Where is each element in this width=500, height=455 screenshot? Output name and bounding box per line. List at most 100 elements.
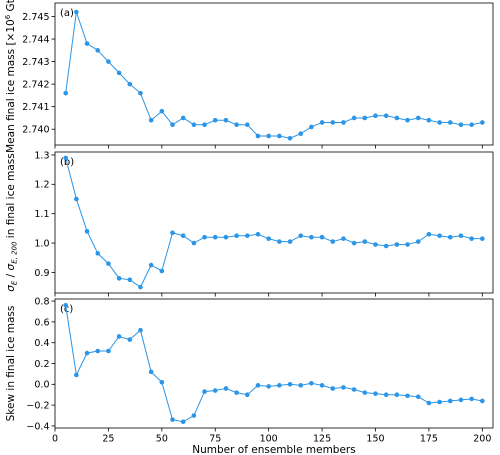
- data-point: [212, 234, 218, 240]
- data-point: [426, 117, 432, 123]
- data-point: [159, 108, 165, 114]
- data-point: [437, 399, 442, 405]
- y-axis-label: Mean final ice mass [×106 Gt]: [4, 0, 17, 153]
- panel-frame: [54, 2, 494, 146]
- y-tick-label: 1.2: [34, 180, 49, 191]
- data-point: [458, 397, 464, 403]
- data-point: [191, 122, 197, 128]
- data-point: [180, 419, 186, 425]
- data-point: [234, 390, 239, 395]
- series-line: [65, 157, 483, 288]
- y-tick-label: 2.742: [22, 80, 49, 91]
- data-point: [351, 240, 357, 246]
- data-point: [298, 383, 304, 388]
- data-point: [148, 117, 154, 123]
- data-point: [84, 229, 90, 234]
- data-point: [373, 113, 378, 118]
- data-point: [127, 277, 133, 283]
- x-tick-label: 25: [102, 434, 114, 445]
- data-point: [341, 236, 346, 241]
- data-point: [95, 251, 101, 256]
- y-tick-label: 0.8: [34, 296, 49, 307]
- data-point: [480, 236, 485, 241]
- x-tick-label: 0: [52, 434, 58, 445]
- data-point: [394, 242, 400, 247]
- data-point: [244, 392, 250, 398]
- data-point: [63, 90, 68, 96]
- data-point: [437, 120, 442, 125]
- data-point: [244, 233, 250, 239]
- data-point: [212, 388, 218, 393]
- data-point: [106, 59, 111, 64]
- data-point: [309, 380, 314, 386]
- y-tick-label: 0.2: [34, 359, 49, 370]
- data-point: [84, 41, 90, 46]
- data-point: [341, 385, 346, 390]
- data-point: [426, 400, 432, 406]
- data-point: [277, 133, 282, 139]
- y-tick-label: 1.3: [34, 150, 49, 161]
- data-point: [138, 284, 143, 290]
- data-point: [127, 337, 133, 342]
- data-point: [148, 262, 154, 268]
- data-point: [458, 122, 464, 128]
- data-point: [170, 417, 175, 422]
- data-point: [298, 131, 304, 137]
- data-point: [63, 302, 68, 308]
- data-point: [426, 231, 432, 237]
- data-point: [74, 9, 79, 15]
- data-point: [405, 242, 410, 247]
- data-point: [266, 236, 271, 241]
- data-point: [480, 120, 485, 125]
- data-point: [405, 117, 410, 123]
- y-tick-label: 2.740: [22, 125, 49, 136]
- series-line: [65, 305, 483, 423]
- data-point: [202, 389, 207, 394]
- y-tick-label: 2.741: [22, 102, 49, 113]
- data-point: [330, 386, 336, 391]
- x-tick-label: 200: [473, 434, 491, 445]
- data-point: [116, 276, 122, 281]
- data-point: [383, 243, 389, 249]
- data-point: [415, 239, 421, 244]
- data-point: [287, 135, 293, 141]
- x-tick-label: 100: [260, 434, 278, 445]
- data-point: [84, 350, 90, 356]
- data-point: [415, 115, 421, 121]
- data-point: [469, 396, 474, 402]
- data-point: [148, 369, 154, 375]
- data-point: [266, 133, 271, 139]
- data-point: [159, 268, 165, 274]
- data-point: [394, 392, 400, 398]
- data-point: [362, 239, 368, 244]
- data-point: [277, 383, 282, 388]
- data-point: [458, 233, 464, 239]
- data-point: [138, 90, 143, 96]
- data-point: [362, 115, 368, 121]
- data-point: [223, 234, 229, 240]
- data-point: [116, 334, 122, 339]
- data-point: [127, 81, 133, 87]
- y-tick-label: 0.9: [34, 268, 49, 279]
- data-point: [394, 115, 400, 121]
- data-point: [74, 196, 79, 202]
- y-tick-label: −0.2: [26, 401, 49, 412]
- y-tick-label: 2.745: [22, 12, 49, 23]
- data-point: [480, 398, 485, 404]
- y-tick-label: 0.4: [34, 338, 49, 349]
- data-point: [309, 124, 314, 130]
- y-axis-label: σE / σE, 200 in final ice mass: [5, 153, 19, 292]
- panel-frame: [54, 298, 494, 429]
- data-point: [298, 233, 304, 239]
- data-point: [159, 379, 165, 385]
- data-point: [244, 122, 250, 128]
- data-point: [277, 239, 282, 244]
- data-point: [191, 240, 197, 246]
- y-tick-label: 0.6: [34, 317, 49, 328]
- data-point: [437, 233, 442, 239]
- data-point: [255, 231, 261, 237]
- data-point: [447, 234, 453, 240]
- y-tick-label: 1.0: [34, 238, 49, 249]
- data-point: [415, 394, 421, 400]
